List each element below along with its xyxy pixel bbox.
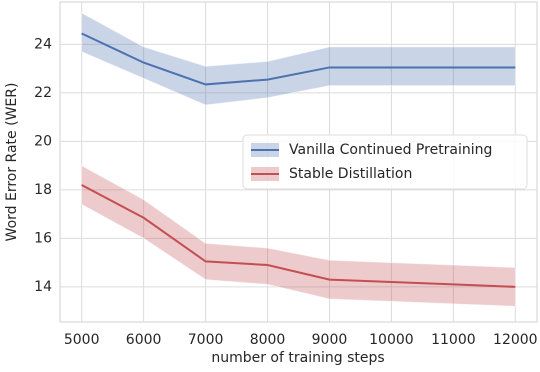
confidence-band [81,12,516,106]
x-tick-label: 9000 [312,332,348,348]
y-tick-label: 18 [34,182,52,198]
confidence-band [81,164,516,307]
y-tick-label: 24 [34,36,52,52]
legend-box [242,134,528,190]
y-tick-label: 22 [34,85,52,101]
series-line [81,184,516,288]
x-tick-label: 10000 [369,332,414,348]
series-line [81,32,516,86]
legend-label: Stable Distillation [289,166,412,182]
x-tick-label: 5000 [64,332,100,348]
y-tick-label: 20 [34,133,52,149]
x-tick-label: 12000 [493,332,538,348]
x-tick-label: 8000 [250,332,286,348]
legend-label: Vanilla Continued Pretraining [289,142,492,158]
x-tick-label: 11000 [431,332,476,348]
x-axis-label: number of training steps [211,350,384,366]
y-axis-label: Word Error Rate (WER) [4,83,20,242]
x-tick-label: 7000 [188,332,224,348]
x-tick-label: 6000 [126,332,162,348]
y-tick-label: 14 [34,279,52,295]
y-tick-label: 16 [34,230,52,246]
